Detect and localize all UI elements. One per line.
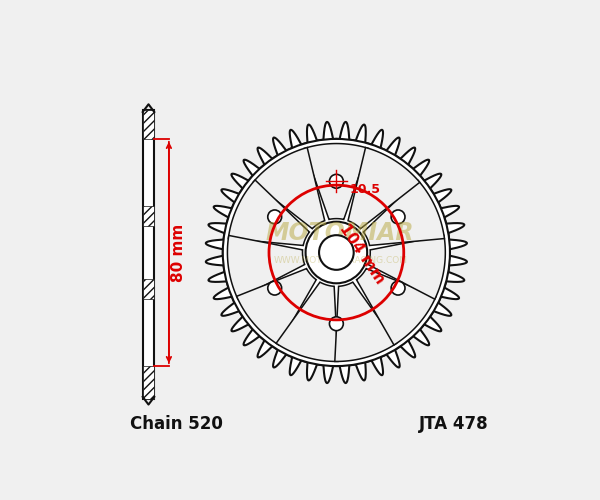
Text: Chain 520: Chain 520 xyxy=(130,416,223,434)
Polygon shape xyxy=(253,148,325,228)
Text: 80 mm: 80 mm xyxy=(171,224,186,282)
Polygon shape xyxy=(227,236,305,299)
Polygon shape xyxy=(304,144,368,220)
Polygon shape xyxy=(143,366,154,399)
Text: 104 mm: 104 mm xyxy=(337,221,388,286)
Polygon shape xyxy=(348,148,420,228)
Polygon shape xyxy=(143,110,154,399)
Circle shape xyxy=(223,139,450,366)
Text: WWW.MOTOMAXRACING.COM: WWW.MOTOMAXRACING.COM xyxy=(273,256,407,264)
Polygon shape xyxy=(368,236,445,299)
Polygon shape xyxy=(335,282,397,362)
Polygon shape xyxy=(143,206,154,226)
Circle shape xyxy=(305,222,367,284)
Text: JTA 478: JTA 478 xyxy=(419,416,488,434)
Circle shape xyxy=(329,174,343,188)
Polygon shape xyxy=(356,268,436,345)
Text: MOTOMIAR: MOTOMIAR xyxy=(266,221,415,245)
Circle shape xyxy=(268,281,281,295)
Circle shape xyxy=(319,235,353,270)
Polygon shape xyxy=(143,110,154,139)
Circle shape xyxy=(268,210,281,224)
Polygon shape xyxy=(236,268,316,345)
Circle shape xyxy=(391,281,405,295)
Polygon shape xyxy=(229,180,310,246)
Polygon shape xyxy=(206,122,467,383)
Polygon shape xyxy=(143,280,154,298)
Text: 10.5: 10.5 xyxy=(349,183,380,196)
Circle shape xyxy=(391,210,405,224)
Polygon shape xyxy=(364,180,445,246)
Polygon shape xyxy=(276,282,338,362)
Circle shape xyxy=(329,317,343,330)
